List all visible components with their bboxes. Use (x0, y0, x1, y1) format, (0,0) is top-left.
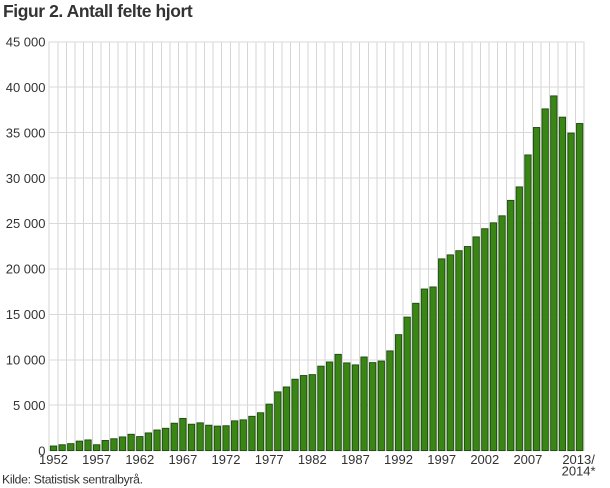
svg-text:2013/: 2013/ (562, 452, 595, 467)
svg-text:2002: 2002 (470, 452, 499, 467)
svg-text:1997: 1997 (427, 452, 456, 467)
svg-text:2007: 2007 (513, 452, 542, 467)
svg-text:0: 0 (38, 443, 45, 458)
svg-text:1987: 1987 (341, 452, 370, 467)
svg-text:1962: 1962 (125, 452, 154, 467)
svg-text:1952: 1952 (39, 452, 68, 467)
svg-text:1957: 1957 (82, 452, 111, 467)
svg-text:Figur 2. Antall felte hjort: Figur 2. Antall felte hjort (3, 1, 193, 21)
svg-text:1977: 1977 (255, 452, 284, 467)
svg-text:1982: 1982 (298, 452, 327, 467)
svg-text:35 000: 35 000 (6, 125, 46, 140)
svg-text:2014*: 2014* (562, 464, 596, 479)
svg-text:45 000: 45 000 (6, 35, 46, 50)
svg-text:1992: 1992 (384, 452, 413, 467)
svg-text:1967: 1967 (168, 452, 197, 467)
svg-text:25 000: 25 000 (6, 216, 46, 231)
svg-text:30 000: 30 000 (6, 171, 46, 186)
svg-text:5 000: 5 000 (13, 398, 46, 413)
svg-text:1972: 1972 (212, 452, 241, 467)
svg-text:Kilde: Statistisk sentralbyrå.: Kilde: Statistisk sentralbyrå. (2, 473, 143, 487)
svg-text:10 000: 10 000 (6, 353, 46, 368)
svg-text:15 000: 15 000 (6, 307, 46, 322)
svg-text:40 000: 40 000 (6, 80, 46, 95)
svg-text:20 000: 20 000 (6, 262, 46, 277)
